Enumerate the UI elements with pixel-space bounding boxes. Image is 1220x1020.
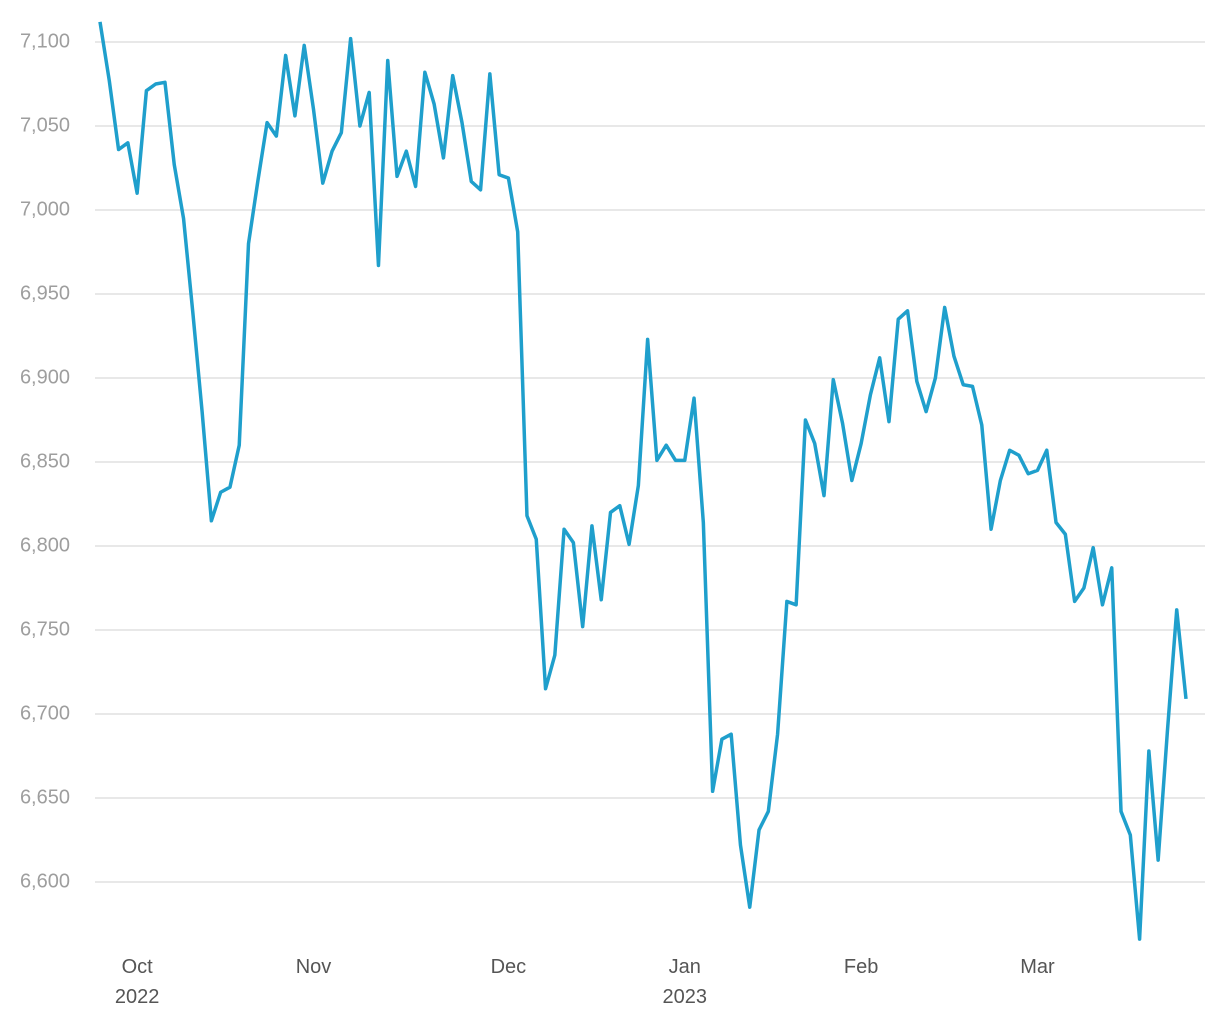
x-tick-label: Oct 2022: [114, 956, 160, 1008]
x-tick-label: Jan 2023: [662, 956, 708, 1008]
y-tick-label: 6,700: [20, 702, 70, 724]
y-tick-label: 7,000: [20, 198, 70, 220]
y-tick-label: 6,900: [20, 366, 70, 388]
y-tick-label: 7,050: [20, 114, 70, 136]
x-tick-label: Nov: [295, 956, 332, 978]
x-tick-label: Mar: [1020, 956, 1055, 978]
y-tick-label: 7,100: [20, 30, 70, 52]
series-line: [98, 21, 1188, 941]
y-tick-label: 6,750: [20, 618, 70, 640]
y-tick-label: 6,950: [20, 282, 70, 304]
y-tick-label: 6,650: [20, 786, 70, 808]
x-tick-label: Feb: [843, 956, 879, 978]
y-tick-label: 6,600: [20, 870, 70, 892]
y-tick-label: 6,800: [20, 534, 70, 556]
x-tick-label: Dec: [490, 956, 527, 978]
y-tick-label: 6,850: [20, 450, 70, 472]
